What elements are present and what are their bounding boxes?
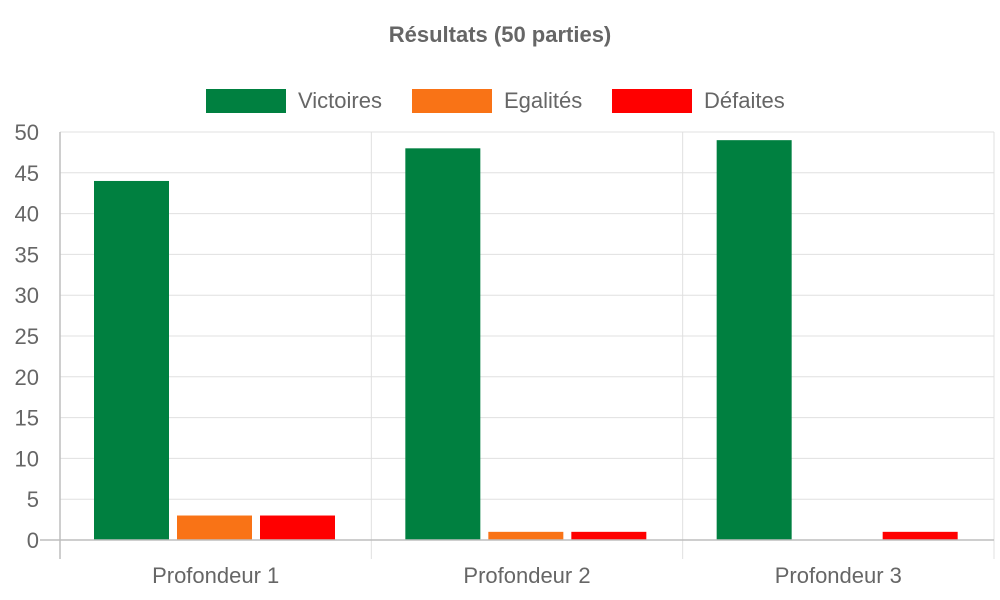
- y-tick-label: 10: [15, 446, 39, 471]
- legend-swatch-2[interactable]: [412, 89, 492, 113]
- y-tick-label: 0: [27, 528, 39, 553]
- y-tick-label: 35: [15, 242, 39, 267]
- bar-1-2[interactable]: [405, 148, 481, 540]
- legend-label-1[interactable]: Victoires: [298, 88, 382, 113]
- bar-2-1[interactable]: [177, 515, 252, 540]
- y-tick-label: 45: [15, 161, 39, 186]
- y-tick-label: 5: [27, 487, 39, 512]
- x-tick-label: Profondeur 2: [463, 563, 590, 588]
- bar-group: [94, 140, 958, 540]
- y-tick-label: 50: [15, 120, 39, 145]
- bar-1-1[interactable]: [94, 180, 169, 540]
- y-tick-label: 30: [15, 283, 39, 308]
- bar-1-3[interactable]: [716, 140, 792, 540]
- y-tick-label: 40: [15, 202, 39, 227]
- legend-label-2[interactable]: Egalités: [504, 88, 582, 113]
- y-tick-label: 20: [15, 365, 39, 390]
- x-tick-label: Profondeur 1: [152, 563, 279, 588]
- y-tick-label: 25: [15, 324, 39, 349]
- legend-swatch-3[interactable]: [612, 89, 692, 113]
- x-tick-label: Profondeur 3: [775, 563, 902, 588]
- bar-3-2[interactable]: [571, 531, 647, 540]
- bar-3-3[interactable]: [882, 531, 958, 540]
- chart-legend: Victoires Egalités Défaites: [206, 88, 785, 113]
- y-tick-label: 15: [15, 406, 39, 431]
- legend-label-3[interactable]: Défaites: [704, 88, 785, 113]
- chart-title: Résultats (50 parties): [389, 22, 612, 47]
- bar-3-1[interactable]: [260, 515, 335, 540]
- x-axis: Profondeur 1 Profondeur 2 Profondeur 3: [40, 539, 994, 588]
- legend-swatch-1[interactable]: [206, 89, 286, 113]
- y-axis: 0 5 10 15 20 25 30 35 40 45 50: [15, 120, 39, 553]
- chart-grid: [59, 131, 995, 559]
- bar-2-2[interactable]: [488, 531, 564, 540]
